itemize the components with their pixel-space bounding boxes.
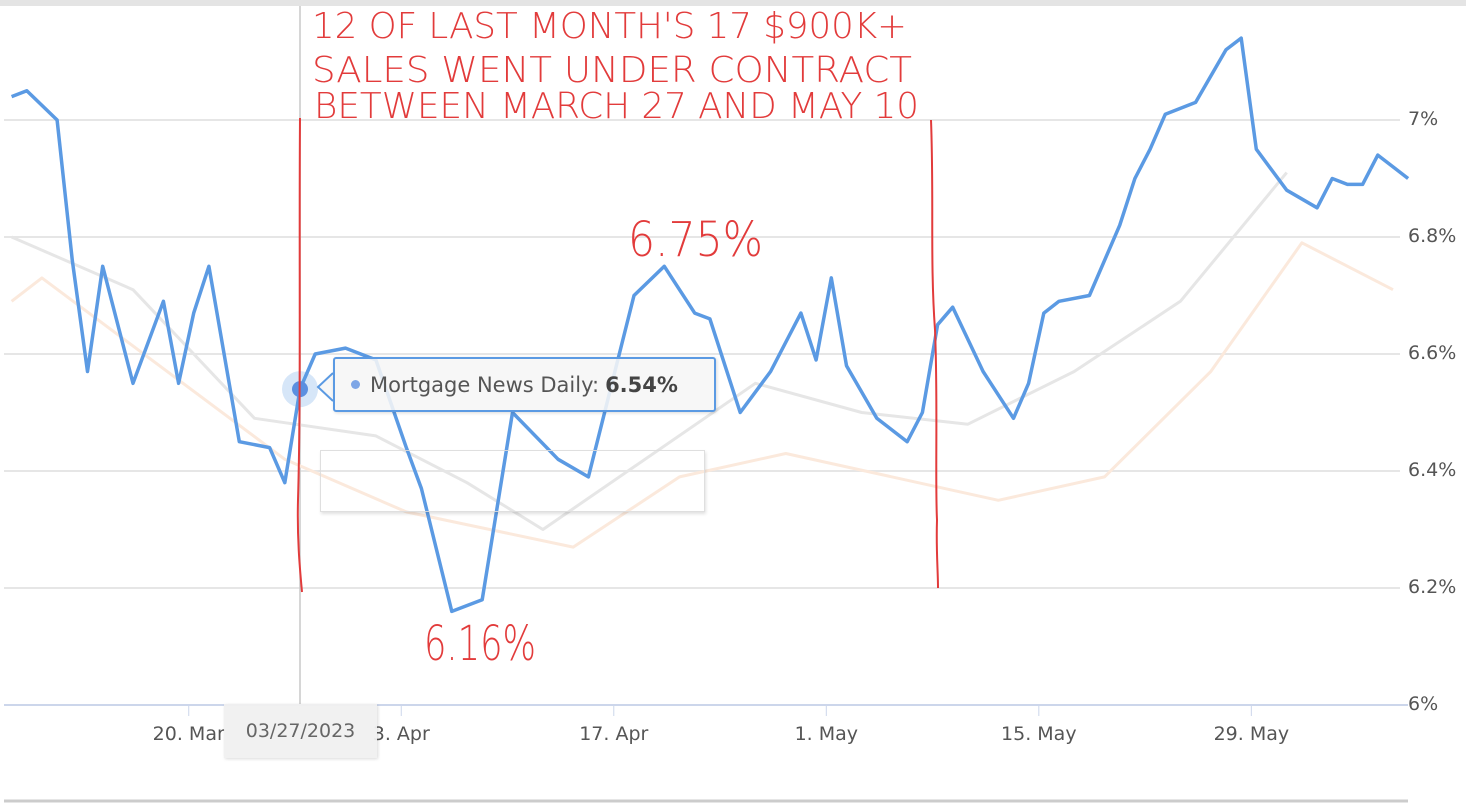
tooltip-shadow: [320, 450, 705, 512]
x-tick-label: 20. Mar: [153, 723, 225, 745]
series-line-1: [11, 171, 1288, 531]
annotation-peak-label: 6.75%: [628, 212, 763, 268]
annotation-trough-label: 6.16%: [424, 616, 536, 672]
y-tick-label: 6.2%: [1408, 576, 1456, 598]
x-axis-labels: 20. Mar 3. Apr 17. Apr 1. May 15. May 29…: [153, 723, 1289, 745]
y-tick-label: 6.6%: [1408, 342, 1456, 364]
series-line-2: [10, 241, 1394, 549]
annotation-line-3: BETWEEN MARCH 27 AND MAY 10: [314, 86, 919, 127]
gridlines: [4, 119, 1400, 589]
x-tick-label: 17. Apr: [579, 723, 648, 745]
series-lines: [10, 36, 1410, 614]
hand-annotations: 12 OF LAST MONTH'S 17 $900K+ SALES WENT …: [296, 6, 939, 672]
tooltip-pointer: [316, 372, 334, 402]
x-axis-ticks: [188, 706, 1252, 716]
tooltip-series-label: Mortgage News Daily:: [370, 372, 600, 397]
x-tick-label: 3. Apr: [373, 723, 430, 745]
tooltip-value: 6.54%: [605, 372, 678, 397]
annotation-start-line: [296, 117, 303, 593]
annotation-line-1: 12 OF LAST MONTH'S 17 $900K+: [312, 6, 907, 47]
x-tick-label: 1. May: [795, 723, 858, 745]
x-tick-label: 29. May: [1214, 723, 1290, 745]
x-tick-label: 15. May: [1001, 723, 1077, 745]
x-axis-date-tooltip: 03/27/2023: [224, 704, 377, 758]
series-marker-icon: [351, 380, 360, 389]
y-tick-label: 6.4%: [1408, 459, 1456, 481]
top-border: [0, 0, 1466, 6]
series-line-mortgage-news-daily: [10, 36, 1410, 614]
y-tick-label: 6%: [1408, 693, 1438, 715]
y-axis-labels: 6% 6.2% 6.4% 6.6% 6.8% 7%: [1408, 108, 1456, 715]
annotation-end-line: [930, 119, 939, 589]
tooltip: Mortgage News Daily: 6.54%: [333, 357, 716, 412]
y-tick-label: 6.8%: [1408, 225, 1456, 247]
y-tick-label: 7%: [1408, 108, 1438, 130]
annotation-line-2: SALES WENT UNDER CONTRACT: [312, 50, 912, 91]
